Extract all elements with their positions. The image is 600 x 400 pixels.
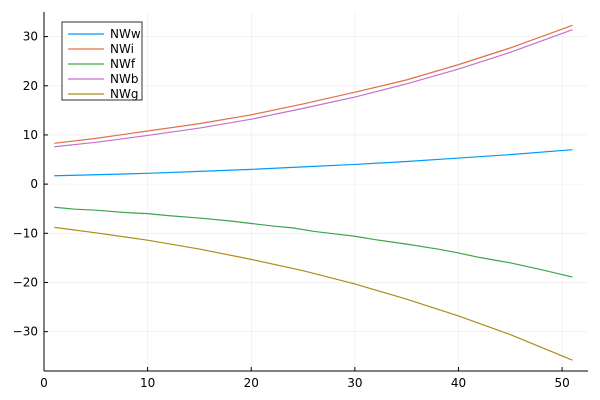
series xyxy=(54,24,573,361)
y-tick-label: −30 xyxy=(13,325,38,339)
ticks: 0 10 20 30 40 50 −30 −20 −10 0 10 20 30 xyxy=(13,30,570,390)
x-tick-label: 10 xyxy=(140,376,155,390)
legend-label-nww: NWw xyxy=(110,27,141,41)
legend-label-nwi: NWi xyxy=(110,42,134,56)
x-tick-label: 40 xyxy=(451,376,466,390)
series-line-nwg xyxy=(54,226,573,361)
legend-label-nwf: NWf xyxy=(110,57,136,71)
x-tick-label: 30 xyxy=(347,376,362,390)
legend-box xyxy=(61,21,143,101)
series-line-nwb xyxy=(54,29,573,148)
y-tick-label: 0 xyxy=(30,177,38,191)
legend-label-nwb: NWb xyxy=(110,72,138,86)
legend-label-nwg: NWg xyxy=(110,87,138,101)
y-tick-label: 30 xyxy=(23,30,38,44)
x-tick-label: 20 xyxy=(244,376,259,390)
y-tick-label: −20 xyxy=(13,275,38,289)
y-tick-label: 20 xyxy=(23,79,38,93)
x-tick-label: 50 xyxy=(554,376,569,390)
series-line-nwi xyxy=(54,24,573,144)
y-tick-label: 10 xyxy=(23,128,38,142)
series-line-nwf xyxy=(54,206,573,278)
axes xyxy=(43,12,588,372)
y-tick-label: −10 xyxy=(13,226,38,240)
series-line-nww xyxy=(54,149,573,177)
x-tick-label: 0 xyxy=(40,376,48,390)
